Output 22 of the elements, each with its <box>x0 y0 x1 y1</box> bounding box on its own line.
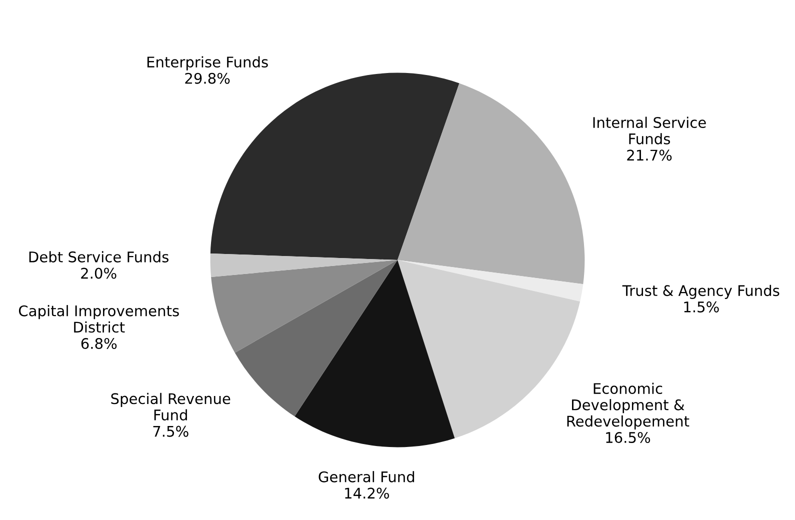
pie-slice <box>234 260 398 416</box>
pie-slice <box>398 260 584 302</box>
pie-slice <box>211 260 398 353</box>
data-label: 29.8% <box>185 72 230 84</box>
data-label: 21.7% <box>627 150 672 161</box>
pie-slice <box>294 260 455 448</box>
data-label: 1.5% <box>684 301 719 312</box>
slice-label: Debt Service Funds <box>29 251 168 262</box>
data-label: 16.5% <box>606 432 650 444</box>
slice-label: Internal Service Funds <box>593 116 706 144</box>
slice-label: Special Revenue Fund <box>111 392 230 421</box>
slice-label: Enterprise Funds <box>147 56 268 70</box>
data-label: 14.2% <box>345 488 390 499</box>
slice-label: General Fund <box>318 471 414 482</box>
data-label: 6.8% <box>81 338 117 350</box>
slice-label: Capital Improvements District <box>18 305 179 333</box>
slice-label: Economic Development & Redevelopement <box>567 382 690 430</box>
data-label: 7.5% <box>153 426 188 437</box>
data-label: 2.0% <box>81 268 116 279</box>
pie-slice <box>398 83 585 284</box>
slice-label: Trust & Agency Funds <box>622 284 780 299</box>
pie-slice <box>210 253 398 277</box>
